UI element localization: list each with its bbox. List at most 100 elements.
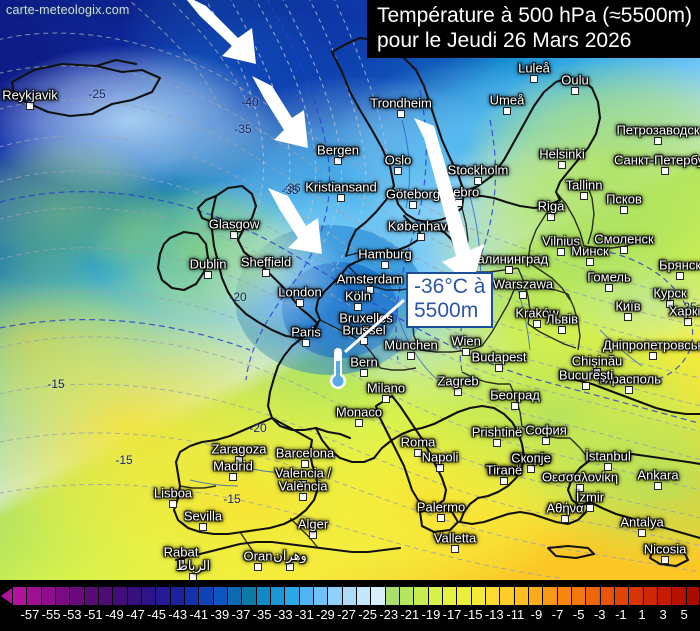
city-marker (625, 386, 633, 394)
colorbar-tick (499, 586, 501, 606)
colorbar-tick (427, 586, 429, 606)
colorbar-swatch (456, 587, 471, 605)
colorbar-tick (284, 586, 286, 606)
city-marker (381, 261, 389, 269)
colorbar-tick-label: -15 (463, 607, 483, 622)
contour-value-label: -25 (461, 375, 479, 389)
colorbar-tick (513, 586, 515, 606)
city-marker (558, 326, 566, 334)
city-marker (382, 395, 390, 403)
city-marker (360, 337, 368, 345)
colorbar-tick-label: -31 (294, 607, 314, 622)
colorbar-tick-label: -45 (147, 607, 166, 622)
map-title: Température à 500 hPa (≈5500m) pour le J… (366, 0, 700, 58)
colorbar-tick (628, 586, 630, 606)
city-marker (262, 269, 270, 277)
city-marker (576, 484, 584, 492)
colorbar-tick (55, 586, 56, 606)
colorbar-tick-label: -35 (252, 607, 272, 622)
city-marker (189, 573, 197, 580)
colorbar-tick (528, 586, 529, 606)
colorbar-swatch (98, 587, 114, 605)
colorbar-swatch (584, 587, 600, 605)
contour-value-label: -15 (115, 453, 133, 467)
temperature-callout: -36°C à 5500m (406, 272, 494, 328)
colorbar-swatch (413, 587, 428, 605)
city-marker (638, 529, 646, 537)
city-marker (337, 194, 345, 202)
colorbar-swatch (570, 587, 585, 605)
colorbar-tick (112, 586, 114, 606)
colorbar-tick-label: -27 (337, 607, 356, 622)
city-marker (417, 233, 425, 241)
contour-value-label: -35 (234, 122, 252, 136)
city-marker (593, 368, 601, 376)
city-marker (582, 382, 590, 390)
colorbar-tick (227, 586, 228, 606)
colorbar-tick (40, 586, 42, 606)
colorbar-swatch (170, 587, 185, 605)
city-marker (334, 157, 342, 165)
city-marker (397, 110, 405, 118)
colorbar-swatch (284, 587, 299, 605)
colorbar-tick-label: -33 (273, 607, 293, 622)
city-marker (437, 514, 445, 522)
city-marker (500, 477, 508, 485)
city-marker (661, 167, 669, 175)
colorbar-tick-label: -29 (315, 607, 335, 622)
colorbar-tick (556, 586, 558, 606)
colorbar-tick (141, 586, 142, 606)
colorbar-tick (585, 586, 587, 606)
city-marker (199, 523, 207, 531)
colorbar-tick (413, 586, 415, 606)
colorbar-swatch (227, 587, 242, 605)
city-marker (436, 464, 444, 472)
colorbar-tick-label: -53 (62, 607, 82, 622)
colorbar-tick (470, 586, 472, 606)
colorbar-swatch (327, 587, 342, 605)
colorbar-tick-label: -55 (41, 607, 61, 622)
colorbar-tick-label: -5 (572, 607, 585, 622)
colorbar-swatch (670, 587, 685, 605)
city-marker (229, 473, 237, 481)
colorbar-tick (614, 586, 615, 606)
colorbar-swatch (141, 587, 156, 605)
colorbar-tick (212, 586, 214, 606)
colorbar-swatch (341, 587, 357, 605)
colorbar-swatch (298, 587, 314, 605)
city-marker (580, 192, 588, 200)
watermark: carte-meteologix.com (6, 3, 130, 17)
colorbar-tick-label: -43 (168, 607, 188, 622)
city-marker (254, 563, 262, 571)
colorbar-tick-label: -9 (530, 607, 543, 622)
colorbar-tick (184, 586, 185, 606)
thermometer-icon (330, 348, 346, 389)
colorbar-swatch (399, 587, 414, 605)
city-marker (394, 167, 402, 175)
city-marker (177, 559, 185, 567)
contour-value-label: -20 (249, 421, 267, 435)
colorbar-swatch (127, 587, 142, 605)
city-marker (296, 299, 304, 307)
colorbar-swatch (256, 587, 271, 605)
colorbar-tick-label: -19 (421, 607, 441, 622)
colorbar-swatch (527, 587, 542, 605)
colorbar-tick (356, 586, 357, 606)
city-marker (355, 419, 363, 427)
city-marker (558, 161, 566, 169)
temperature-map[interactable]: -25 -35 -40 -36 -35 -20 -30 -25 -25 -15 -15 -15 -20 … (0, 0, 700, 580)
city-marker (495, 364, 503, 372)
colorbar-swatch (84, 587, 99, 605)
colorbar-tick (442, 586, 443, 606)
contour-value-label: -36 (283, 181, 301, 195)
colorbar-legend[interactable]: -57 -55 -53 -51 -49 -47 -45 -43 -41 -39 -37 -35 -33-… (0, 580, 700, 631)
city-marker (571, 87, 579, 95)
colorbar-tick-label: -41 (189, 607, 209, 622)
callout-line-1: -36°C à (414, 275, 486, 298)
city-marker (542, 437, 550, 445)
city-marker (605, 284, 613, 292)
colorbar-tick-label: -51 (83, 607, 103, 622)
city-marker (547, 213, 555, 221)
colorbar-tick (456, 586, 458, 606)
colorbar-swatch (213, 587, 228, 605)
